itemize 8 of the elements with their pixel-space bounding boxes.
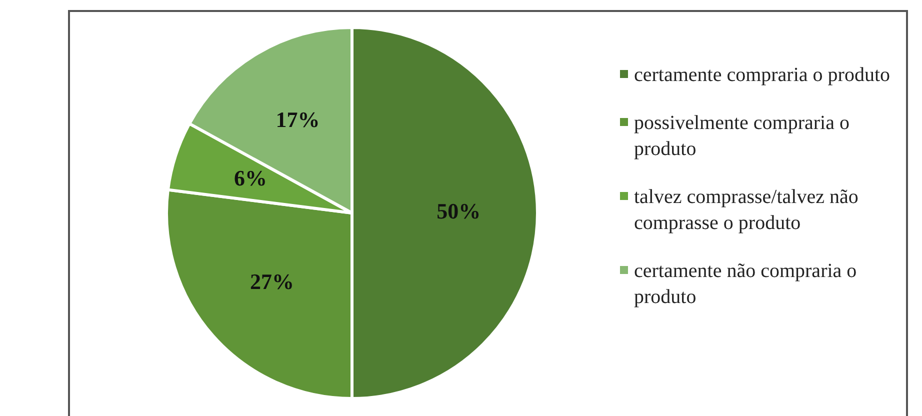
data-label: 50% bbox=[436, 198, 481, 224]
legend-label: possivelmente compraria o produto bbox=[634, 111, 850, 162]
data-label: 27% bbox=[250, 269, 294, 294]
legend-label: certamente não compraria o produto bbox=[634, 259, 858, 310]
data-label: 17% bbox=[276, 106, 320, 132]
data-label: 6% bbox=[234, 166, 268, 191]
legend-label: certamente compraria o produto bbox=[634, 63, 890, 88]
legend-label: talvez comprasse/talvez não comprasse o produto bbox=[634, 185, 860, 236]
